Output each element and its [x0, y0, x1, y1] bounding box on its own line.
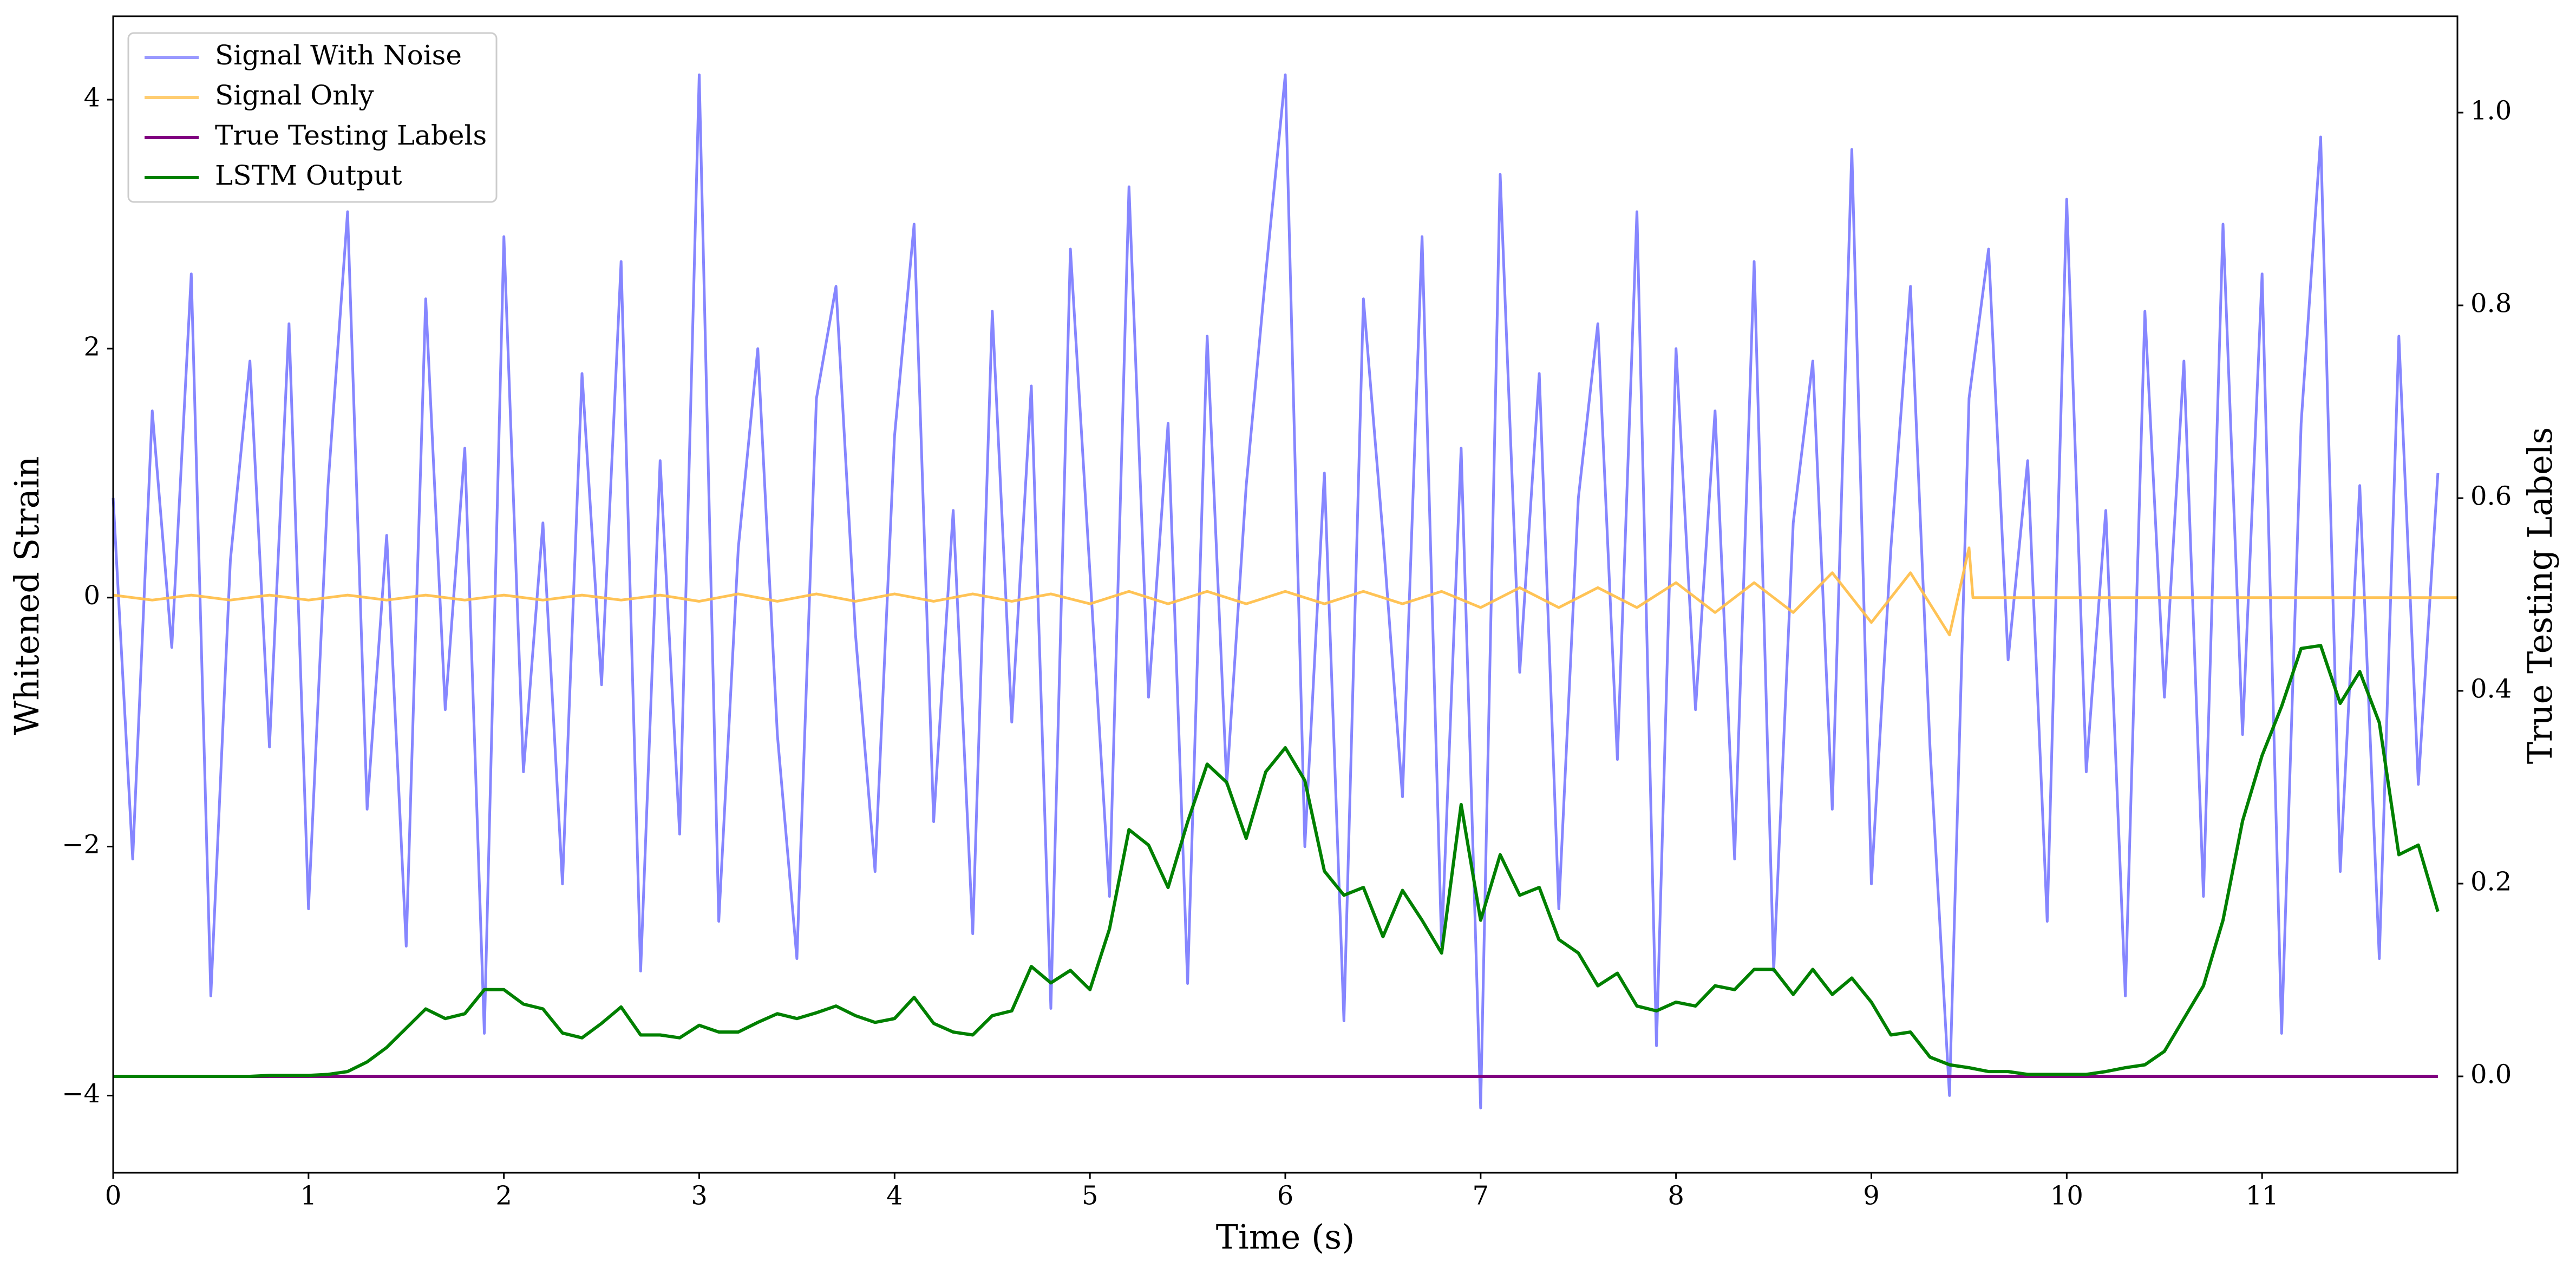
y-axis-label: Whitened Strain	[7, 456, 47, 735]
y-tick-label: 2	[83, 331, 100, 362]
series-line	[113, 546, 2457, 637]
y2-tick-label: 0.2	[2470, 867, 2512, 897]
legend-label: Signal With Noise	[215, 40, 462, 71]
x-tick-label: 1	[300, 1181, 317, 1211]
x-tick-label: 7	[1473, 1181, 1489, 1211]
x-tick-label: 10	[2050, 1181, 2083, 1211]
x-tick-label: 4	[886, 1181, 903, 1211]
series-line	[112, 73, 2440, 1109]
legend-label: True Testing Labels	[215, 120, 487, 151]
y2-tick-label: 0.8	[2470, 289, 2512, 319]
y-tick-label: 0	[83, 580, 100, 611]
x-tick-label: 5	[1082, 1181, 1099, 1211]
x-axis-label: Time (s)	[1216, 1217, 1355, 1257]
x-tick-label: 0	[105, 1181, 122, 1211]
y-tick-label: −4	[62, 1079, 100, 1109]
legend-label: LSTM Output	[215, 160, 402, 191]
x-tick-label: 9	[1863, 1181, 1880, 1211]
x-tick-label: 8	[1668, 1181, 1684, 1211]
legend-label: Signal Only	[215, 80, 374, 111]
x-tick-label: 6	[1277, 1181, 1294, 1211]
y2-tick-label: 1.0	[2470, 96, 2512, 126]
y2-axis-label: True Testing Labels	[2520, 427, 2560, 765]
x-tick-label: 2	[495, 1181, 512, 1211]
series-line	[113, 644, 2440, 1078]
y2-tick-label: 0.6	[2470, 481, 2512, 512]
legend-box	[127, 32, 498, 203]
x-tick-label: 11	[2246, 1181, 2279, 1211]
y2-tick-label: 0.4	[2470, 674, 2512, 704]
y-tick-label: −2	[62, 829, 100, 860]
x-tick-label: 3	[691, 1181, 708, 1211]
y2-tick-label: 0.0	[2470, 1060, 2512, 1090]
y-tick-label: 4	[83, 83, 100, 113]
